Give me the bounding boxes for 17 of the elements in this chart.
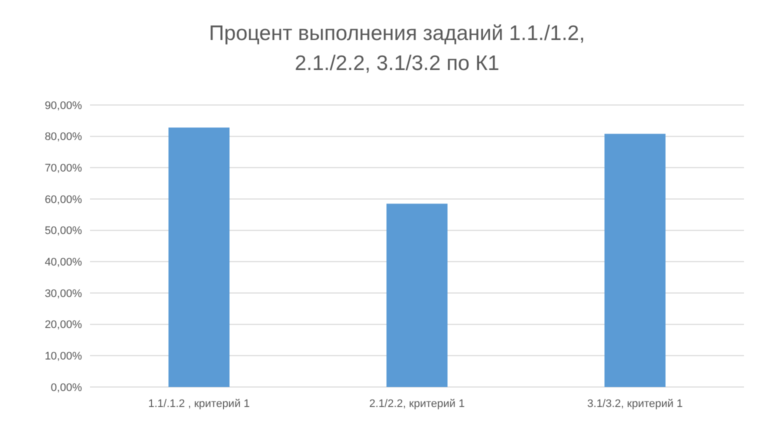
y-tick-label: 30,00% bbox=[44, 288, 82, 300]
x-tick-label: 3.1/3.2, критерий 1 bbox=[587, 398, 683, 410]
y-tick-label: 20,00% bbox=[44, 319, 82, 332]
y-tick-label: 60,00% bbox=[44, 194, 82, 206]
y-tick-label: 50,00% bbox=[44, 225, 82, 238]
y-tick-label: 10,00% bbox=[44, 350, 82, 363]
y-tick-label: 70,00% bbox=[44, 162, 82, 175]
y-tick-label: 40,00% bbox=[44, 256, 82, 269]
chart-title: Процент выполнения заданий 1.1./1.2, 2.1./2.2, 3.1/3.2 по К1 bbox=[209, 22, 585, 75]
bar bbox=[604, 134, 666, 387]
x-tick-label: 2.1/2.2, критерий 1 bbox=[369, 398, 465, 410]
bar bbox=[386, 204, 448, 387]
y-tick-label: 0,00% bbox=[50, 382, 82, 394]
x-tick-label: 1.1/.1.2 , критерий 1 bbox=[148, 398, 250, 410]
bar bbox=[168, 128, 230, 387]
y-tick-label: 90,00% bbox=[44, 100, 82, 112]
y-tick-label: 80,00% bbox=[44, 131, 82, 144]
